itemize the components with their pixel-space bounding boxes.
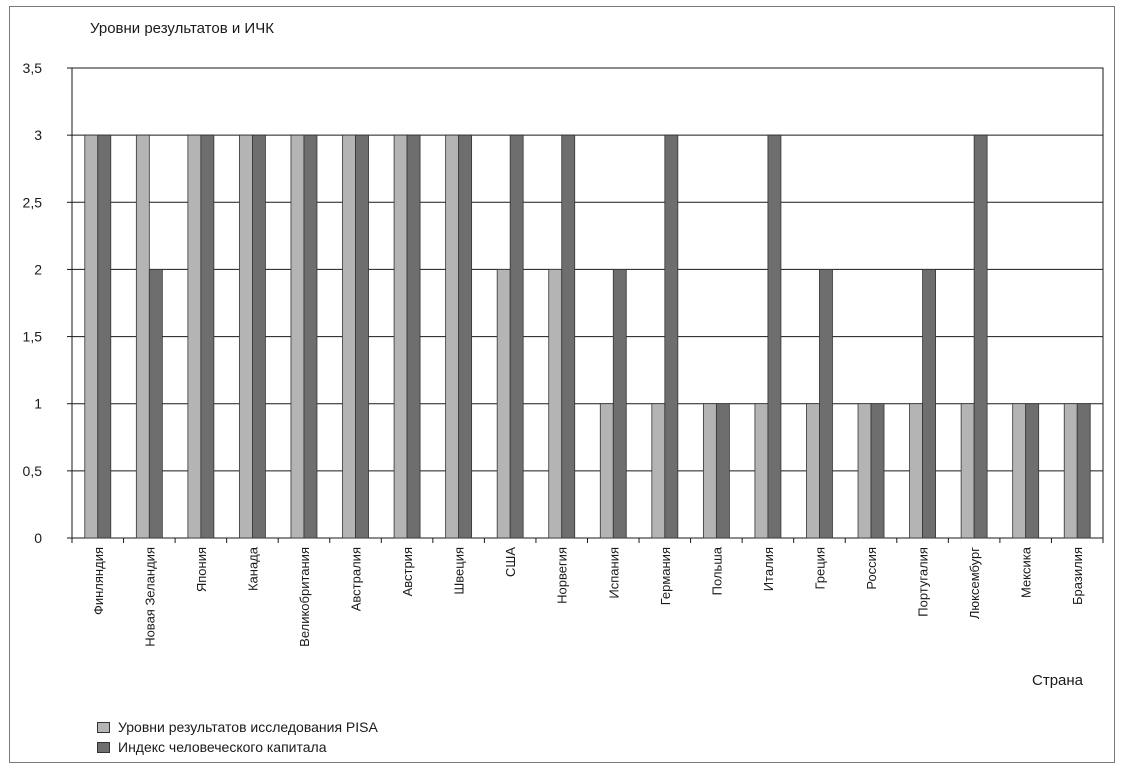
x-tick-label: Норвегия bbox=[555, 547, 570, 604]
bar-hci bbox=[922, 269, 936, 539]
bar-hci bbox=[303, 134, 318, 539]
x-tick-label: Новая Зеландия bbox=[142, 547, 157, 647]
y-tick-label: 1 bbox=[34, 396, 42, 412]
bar-pisa bbox=[239, 134, 253, 539]
y-tick-label: 3,5 bbox=[23, 60, 43, 76]
bar-hci bbox=[1076, 403, 1091, 539]
bar-hci bbox=[1025, 403, 1040, 539]
bar-pisa bbox=[290, 134, 305, 539]
bar-hci bbox=[509, 134, 524, 539]
bar-hci bbox=[200, 134, 215, 539]
bar-hci bbox=[973, 134, 988, 539]
x-tick-label: Канада bbox=[245, 546, 260, 591]
y-tick-label: 0 bbox=[34, 530, 42, 546]
x-tick-label: Япония bbox=[194, 547, 209, 592]
legend-label-hci: Индекс человеческого капитала bbox=[118, 739, 327, 755]
x-tick-label: Бразилия bbox=[1070, 547, 1085, 605]
bar-pisa bbox=[702, 403, 717, 539]
bar-pisa bbox=[599, 403, 614, 539]
x-tick-label: Австралия bbox=[349, 547, 364, 611]
bar-hci bbox=[767, 134, 782, 539]
bar-hci bbox=[870, 403, 885, 539]
x-tick-label: Германия bbox=[658, 547, 673, 605]
x-tick-label: Люксембург bbox=[967, 547, 982, 619]
bar-pisa bbox=[445, 134, 460, 539]
y-tick-label: 0,5 bbox=[23, 463, 43, 479]
x-tick-label: Польша bbox=[709, 546, 724, 595]
x-axis-title: Страна bbox=[1032, 672, 1084, 689]
legend-swatch-pisa bbox=[97, 721, 110, 733]
bar-pisa bbox=[187, 134, 202, 539]
y-tick-label: 3 bbox=[34, 127, 42, 143]
bar-pisa bbox=[342, 134, 356, 539]
x-tick-label: Греция bbox=[812, 547, 827, 590]
x-tick-label: Россия bbox=[864, 547, 879, 590]
bar-pisa bbox=[909, 403, 923, 539]
bar-pisa bbox=[754, 403, 769, 539]
y-axis-title: Уровни результатов и ИЧК bbox=[90, 20, 274, 37]
bar-hci bbox=[97, 134, 112, 539]
bar-pisa bbox=[1012, 403, 1027, 539]
bar-pisa bbox=[393, 134, 408, 539]
x-tick-label: США bbox=[503, 547, 518, 577]
bar-hci bbox=[612, 269, 627, 539]
bar-pisa bbox=[548, 269, 563, 539]
bar-hci bbox=[458, 134, 473, 539]
x-tick-label: Великобритания bbox=[297, 547, 312, 647]
bar-hci bbox=[252, 134, 266, 539]
bar-pisa bbox=[1063, 403, 1078, 539]
x-tick-label: Австрия bbox=[400, 547, 415, 596]
bar-pisa bbox=[84, 134, 99, 539]
legend-label-pisa: Уровни результатов исследования PISA bbox=[118, 719, 378, 735]
bar-pisa bbox=[135, 134, 150, 539]
x-tick-label: Мексика bbox=[1019, 546, 1034, 598]
x-tick-label: Финляндия bbox=[91, 547, 106, 615]
bar-hci bbox=[406, 134, 421, 539]
bar-hci bbox=[355, 134, 369, 539]
x-tick-label: Португалия bbox=[916, 547, 931, 617]
bar-pisa bbox=[857, 403, 872, 539]
bar-pisa bbox=[806, 403, 820, 539]
bar-hci bbox=[715, 403, 730, 539]
bar-hci bbox=[148, 269, 163, 539]
bar-pisa bbox=[960, 403, 975, 539]
y-tick-label: 2 bbox=[34, 261, 42, 277]
x-tick-label: Испания bbox=[606, 547, 621, 599]
legend-item-hci: Индекс человеческого капитала bbox=[97, 737, 378, 757]
bar-hci bbox=[561, 134, 576, 539]
legend-swatch-hci bbox=[97, 741, 110, 753]
legend-item-pisa: Уровни результатов исследования PISA bbox=[97, 717, 378, 737]
bar-hci bbox=[664, 134, 679, 539]
bar-hci bbox=[819, 269, 833, 539]
x-tick-label: Италия bbox=[761, 547, 776, 591]
bar-pisa bbox=[496, 269, 511, 539]
plot-area bbox=[71, 67, 1104, 539]
legend: Уровни результатов исследования PISA Инд… bbox=[97, 717, 378, 757]
bar-pisa bbox=[651, 403, 666, 539]
x-tick-label: Швеция bbox=[452, 547, 467, 595]
y-tick-label: 1,5 bbox=[23, 329, 43, 345]
y-tick-label: 2,5 bbox=[23, 194, 43, 210]
